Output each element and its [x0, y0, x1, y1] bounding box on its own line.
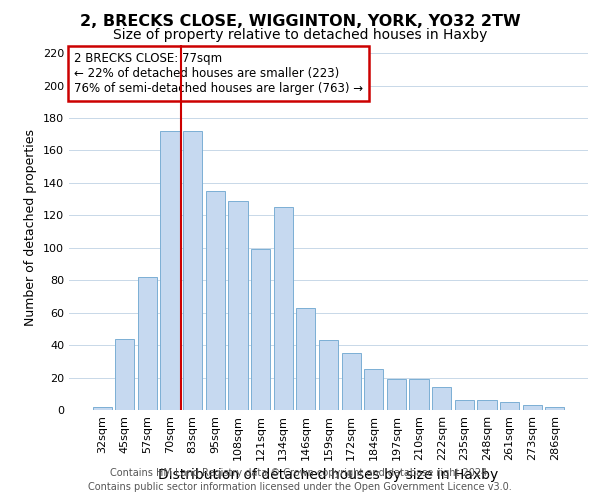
Text: Contains public sector information licensed under the Open Government Licence v3: Contains public sector information licen…	[88, 482, 512, 492]
Bar	[477, 400, 497, 410]
Bar	[364, 370, 383, 410]
Bar	[341, 353, 361, 410]
Bar	[251, 250, 270, 410]
Bar	[387, 379, 406, 410]
Bar	[296, 308, 316, 410]
Y-axis label: Number of detached properties: Number of detached properties	[25, 129, 37, 326]
Bar	[183, 131, 202, 410]
Text: 2 BRECKS CLOSE: 77sqm
← 22% of detached houses are smaller (223)
76% of semi-det: 2 BRECKS CLOSE: 77sqm ← 22% of detached …	[74, 52, 364, 96]
Bar	[92, 407, 112, 410]
Bar	[274, 207, 293, 410]
Bar	[229, 200, 248, 410]
Bar	[455, 400, 474, 410]
Bar	[206, 191, 225, 410]
X-axis label: Distribution of detached houses by size in Haxby: Distribution of detached houses by size …	[158, 468, 499, 482]
Bar	[523, 405, 542, 410]
Text: 2, BRECKS CLOSE, WIGGINTON, YORK, YO32 2TW: 2, BRECKS CLOSE, WIGGINTON, YORK, YO32 2…	[80, 14, 520, 29]
Bar	[138, 277, 157, 410]
Bar	[500, 402, 519, 410]
Text: Size of property relative to detached houses in Haxby: Size of property relative to detached ho…	[113, 28, 487, 42]
Bar	[409, 379, 428, 410]
Text: Contains HM Land Registry data © Crown copyright and database right 2024.: Contains HM Land Registry data © Crown c…	[110, 468, 490, 477]
Bar	[545, 407, 565, 410]
Bar	[160, 131, 180, 410]
Bar	[432, 388, 451, 410]
Bar	[115, 338, 134, 410]
Bar	[319, 340, 338, 410]
